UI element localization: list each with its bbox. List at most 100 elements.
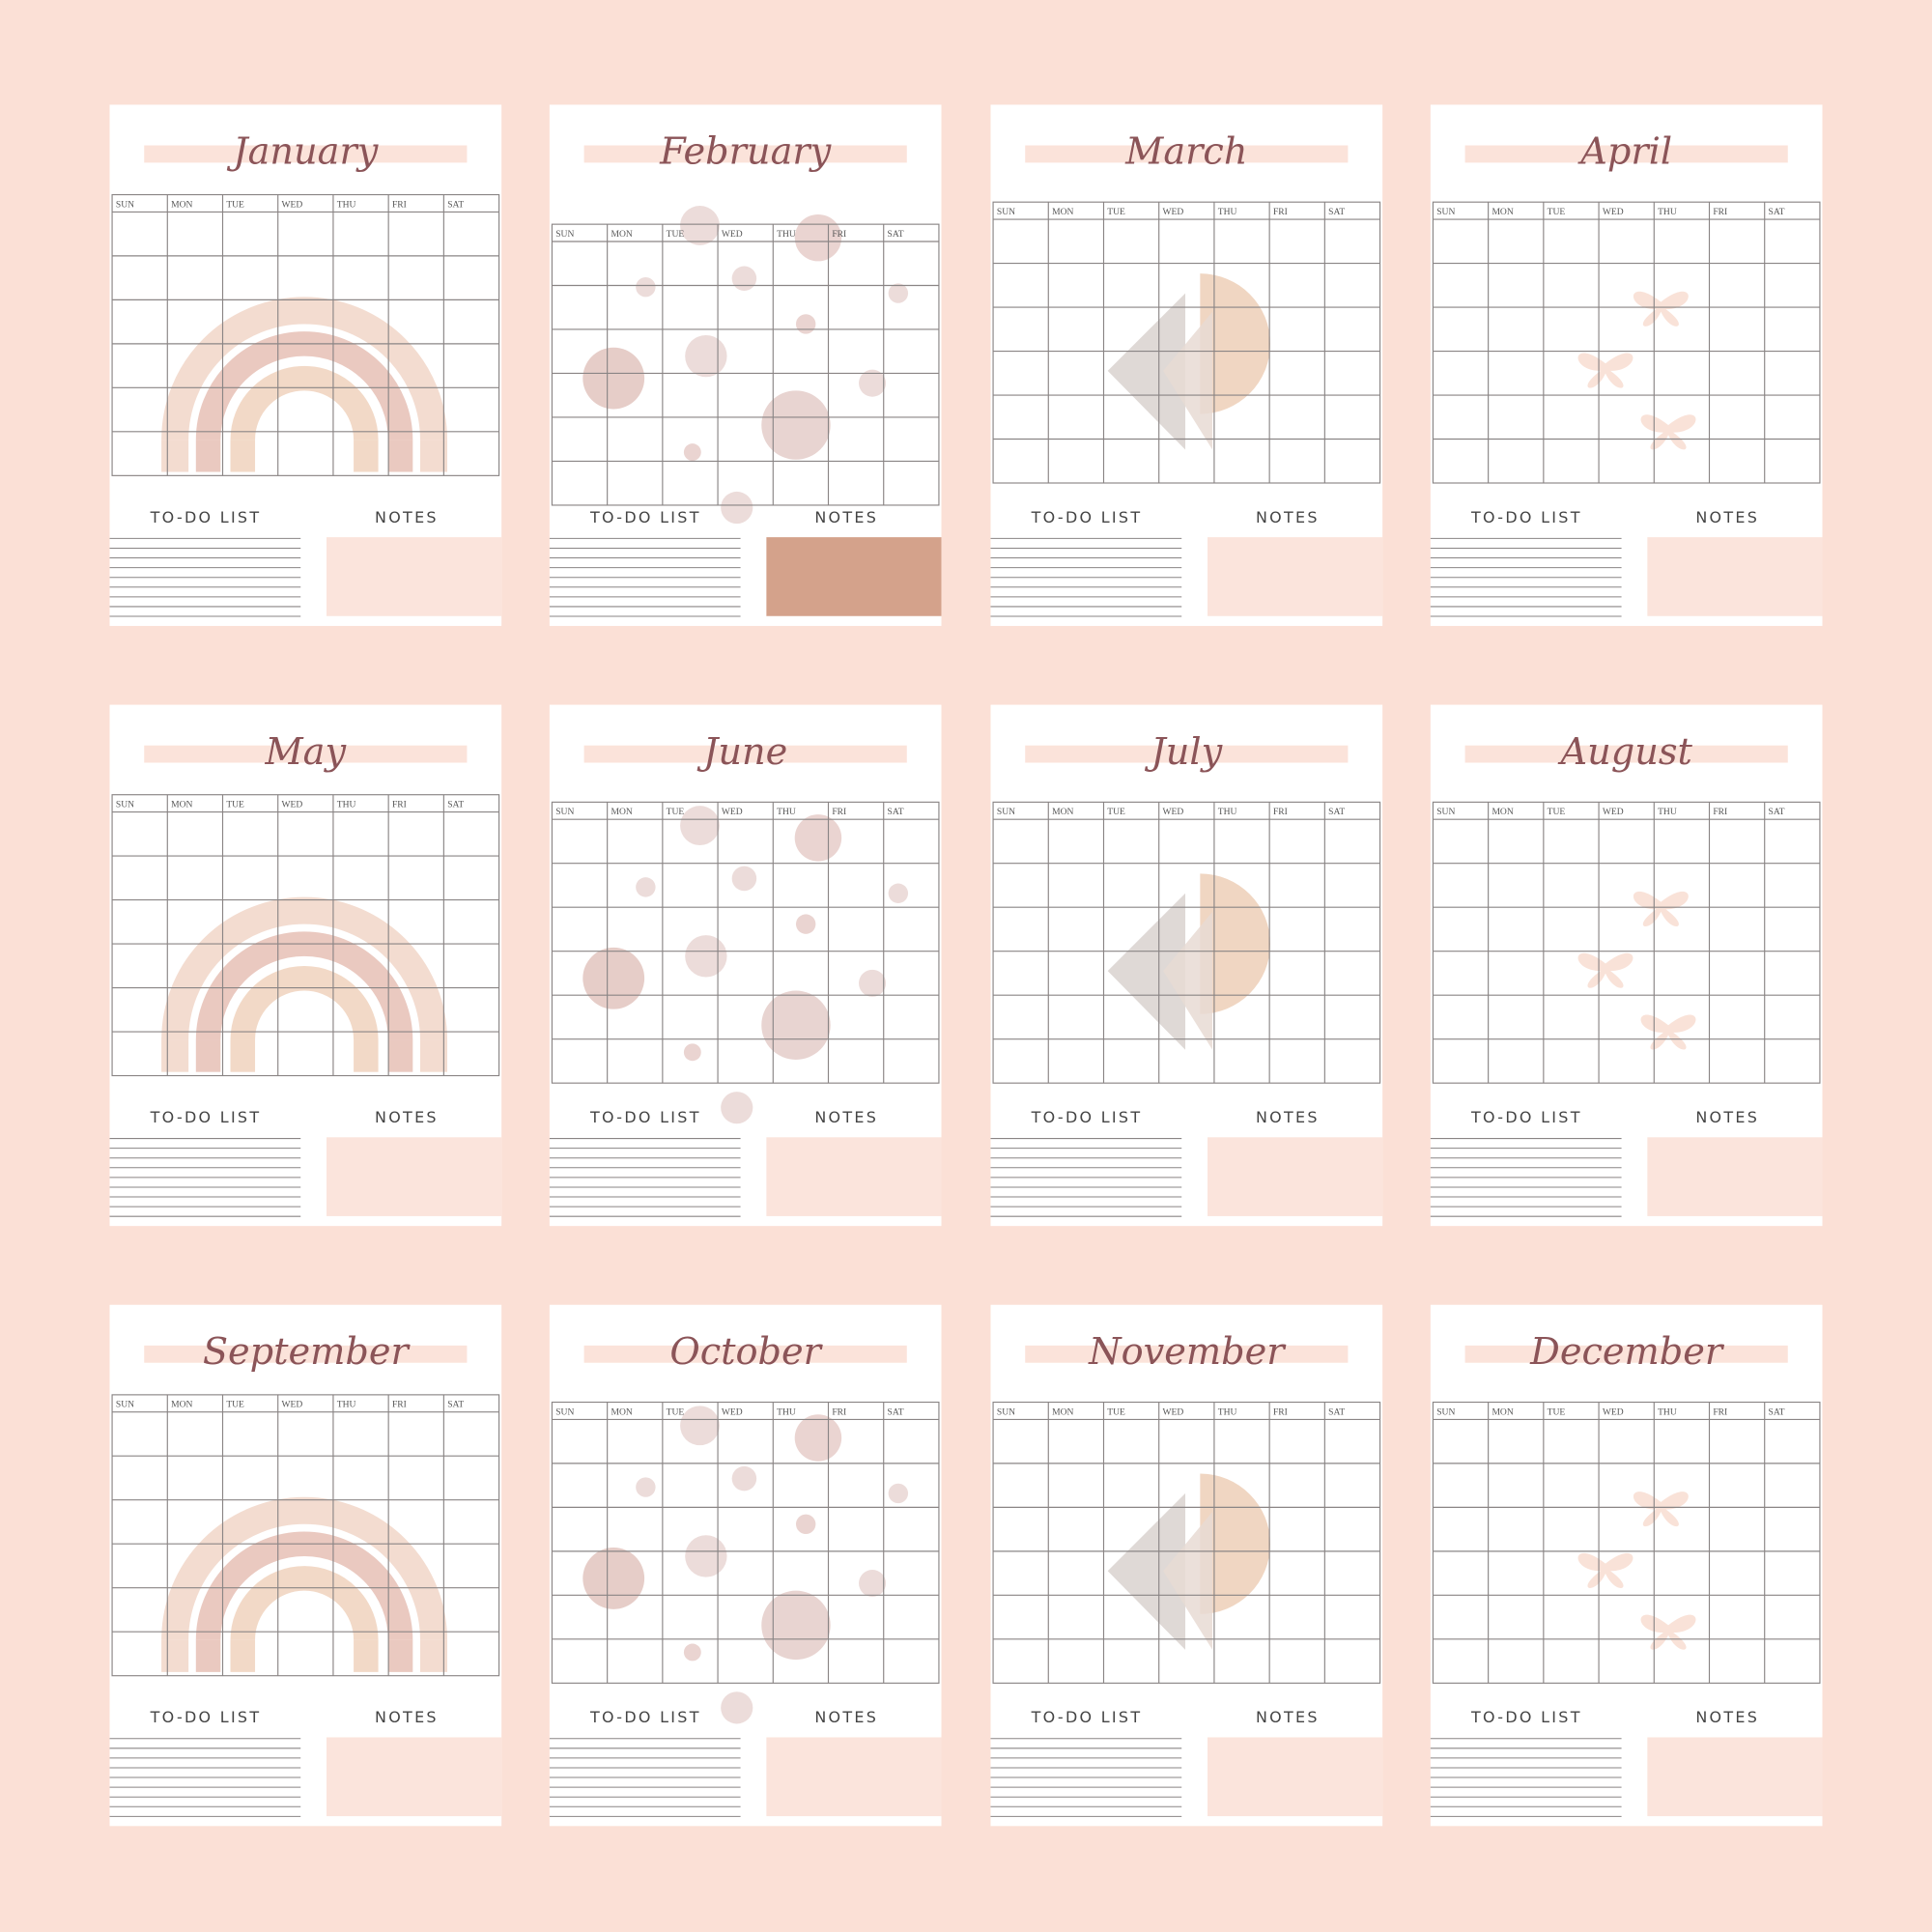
rainbow-leg <box>419 1039 448 1072</box>
weekday-label: TUE <box>1107 207 1125 217</box>
weekday-label: SUN <box>116 1400 134 1410</box>
weekday-label: MON <box>1052 207 1073 217</box>
title-band <box>583 145 907 163</box>
dot <box>731 1465 757 1492</box>
month-title: December <box>1529 1330 1725 1374</box>
rainbow-leg <box>387 1039 413 1072</box>
rainbow-leg <box>161 440 189 472</box>
dot <box>582 947 645 1009</box>
month-page: February SUN MON TUE WED THU FRI SAT TO-DO LIST N… <box>549 104 942 626</box>
month-page: March SUN MON TUE WED THU FRI SAT TO-DO LIST NOTE… <box>990 104 1383 626</box>
butterfly <box>1633 891 1689 926</box>
notes-box <box>1647 1737 1823 1817</box>
weekday-label: WED <box>282 799 303 810</box>
title-band <box>1025 145 1349 163</box>
calendar-grid <box>1432 201 1821 484</box>
weekday-label: SUN <box>555 1406 574 1417</box>
dot <box>888 883 909 903</box>
weekday-label: FRI <box>832 807 846 817</box>
weekday-label: SUN <box>116 799 134 810</box>
weekday-label: SAT <box>888 229 904 240</box>
notes-box <box>1208 1137 1383 1216</box>
dot <box>794 213 842 262</box>
month-page: June SUN MON TUE WED THU FRI SAT TO-DO LIST NOTES <box>549 704 942 1227</box>
notes-box <box>1208 537 1383 616</box>
weekday-label: SUN <box>997 807 1015 817</box>
title-band <box>144 145 468 163</box>
weekday-label: TUE <box>667 807 685 817</box>
title-band <box>144 1345 468 1363</box>
dot <box>761 990 831 1060</box>
weekday-label: FRI <box>1713 207 1727 217</box>
weekday-label: SUN <box>1436 1406 1455 1417</box>
todo-heading: TO-DO LIST <box>1031 1708 1143 1726</box>
dot <box>721 1092 753 1124</box>
calendar-grid <box>992 201 1381 484</box>
dot <box>582 347 645 410</box>
dot <box>888 283 909 303</box>
weekday-label: WED <box>1603 1406 1624 1417</box>
weekday-label: WED <box>1163 207 1184 217</box>
weekday-label: MON <box>611 229 632 240</box>
weekday-label: MON <box>1492 807 1513 817</box>
calendar-grid <box>551 223 940 506</box>
notes-box <box>766 1137 942 1216</box>
butterfly <box>1577 353 1634 388</box>
title-band <box>583 1345 907 1363</box>
dot <box>680 806 720 845</box>
title-band <box>1464 745 1788 763</box>
rainbow-arc <box>161 297 448 440</box>
dot <box>683 443 701 462</box>
butterfly <box>1577 1552 1634 1588</box>
diamond <box>1163 911 1213 1050</box>
weekday-label: SAT <box>1769 1406 1785 1417</box>
month-title: September <box>203 1330 412 1374</box>
weekday-label: MON <box>611 1406 632 1417</box>
notes-heading: NOTES <box>1695 508 1759 526</box>
todo-heading: TO-DO LIST <box>589 508 701 526</box>
todo-heading: TO-DO LIST <box>150 1708 262 1726</box>
dot <box>859 369 887 397</box>
dot <box>721 1691 753 1724</box>
rainbow-leg <box>230 440 256 472</box>
rainbow-leg <box>195 440 221 472</box>
rainbow-leg <box>419 1639 448 1672</box>
weekday-label: SUN <box>997 207 1015 217</box>
weekday-label: THU <box>777 1406 796 1417</box>
todo-heading: TO-DO LIST <box>1470 508 1582 526</box>
dot <box>636 1477 656 1497</box>
rainbow-leg <box>230 1639 256 1672</box>
weekday-label: WED <box>1603 207 1624 217</box>
title-band <box>1464 145 1788 163</box>
todo-heading: TO-DO LIST <box>1470 1108 1582 1126</box>
weekday-label: THU <box>1218 807 1237 817</box>
rainbow-leg <box>161 1639 189 1672</box>
calendar-grid <box>111 193 500 476</box>
todo-heading: TO-DO LIST <box>1470 1708 1582 1726</box>
weekday-label: THU <box>337 199 356 210</box>
notes-heading: NOTES <box>1256 508 1320 526</box>
weekday-label: WED <box>722 1406 743 1417</box>
rainbow-leg <box>161 1039 189 1072</box>
month-page: November SUN MON TUE WED THU FRI SAT TO-DO LIST N… <box>990 1304 1383 1827</box>
month-page: December SUN MON TUE WED THU FRI SAT TO-DO LIST N… <box>1430 1304 1823 1827</box>
weekday-label: THU <box>1218 207 1237 217</box>
dot <box>794 814 842 862</box>
weekday-label: THU <box>1218 1406 1237 1417</box>
month-title: May <box>265 730 347 774</box>
rainbow-arc <box>161 896 448 1040</box>
butterfly <box>1633 1492 1689 1527</box>
month-page: April SUN MON TUE WED THU FRI SAT TO-DO LIST NOTE… <box>1430 104 1823 626</box>
title-band <box>1464 1345 1788 1363</box>
diamond <box>1107 293 1186 450</box>
notes-box <box>327 1137 502 1216</box>
rainbow-leg <box>354 1639 379 1672</box>
butterfly <box>1633 291 1689 327</box>
month-title: June <box>696 730 787 774</box>
calendar-grid <box>111 1394 500 1677</box>
dot <box>683 1643 701 1662</box>
dot <box>859 969 887 997</box>
dot <box>685 1535 727 1577</box>
